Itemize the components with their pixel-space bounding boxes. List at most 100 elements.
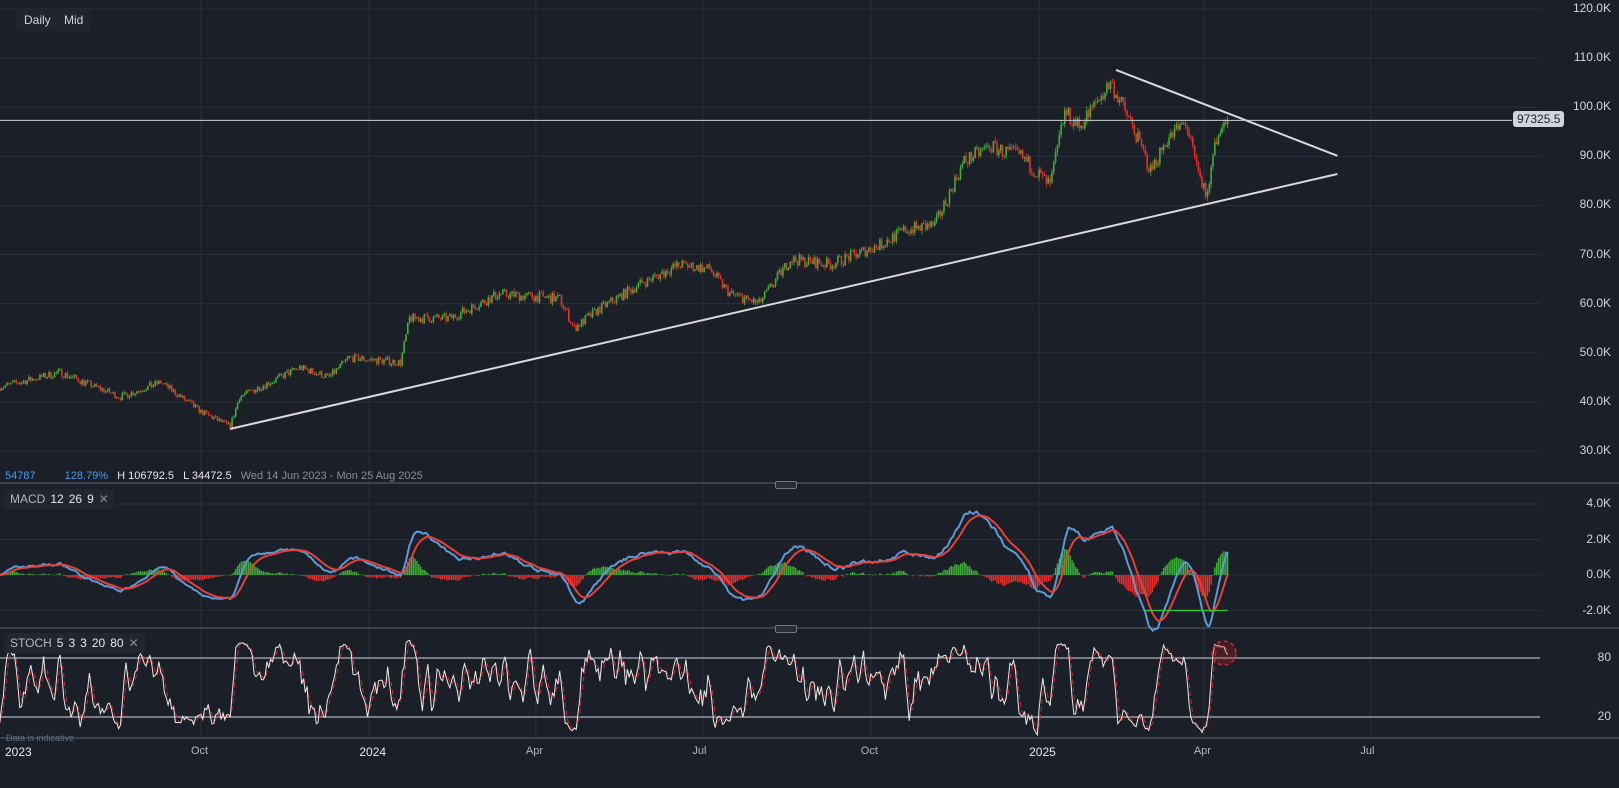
candle xyxy=(586,312,588,317)
candle xyxy=(871,248,874,253)
pane-resize-handle[interactable] xyxy=(775,625,797,633)
candle xyxy=(897,226,900,234)
candle xyxy=(921,222,923,235)
candle-body xyxy=(562,305,565,309)
macd-histogram-bar xyxy=(860,572,863,575)
macd-histogram-bar xyxy=(1124,575,1126,588)
macd-histogram-bar xyxy=(220,575,222,577)
close-icon[interactable]: ✕ xyxy=(128,636,139,650)
macd-histogram-bar xyxy=(531,575,533,578)
candle xyxy=(1091,104,1094,112)
candle-body xyxy=(906,232,909,234)
candle-body xyxy=(353,354,356,363)
macd-histogram-bar xyxy=(935,574,938,575)
macd-histogram-bar xyxy=(612,567,614,575)
macd-histogram-bar xyxy=(538,575,541,578)
interval-button[interactable]: Daily xyxy=(16,9,59,31)
candle-body xyxy=(1122,97,1125,102)
macd-histogram-bar xyxy=(114,575,116,578)
candle xyxy=(1047,175,1050,185)
macd-histogram-bar xyxy=(987,575,989,578)
candle xyxy=(985,142,987,150)
close-icon[interactable]: ✕ xyxy=(98,492,109,506)
last-price-tag: 97325.5 xyxy=(1513,111,1565,127)
candle-body xyxy=(987,145,989,147)
candle-body xyxy=(6,383,8,386)
candle xyxy=(1063,106,1066,128)
macd-histogram-bar xyxy=(687,575,689,577)
candle xyxy=(1016,144,1018,151)
candle xyxy=(851,249,854,251)
macd-histogram-bar xyxy=(518,575,521,580)
candle xyxy=(800,254,803,262)
candle-body xyxy=(913,222,916,234)
price-type-button[interactable]: Mid xyxy=(56,9,92,31)
macd-histogram-bar xyxy=(15,571,17,575)
macd-histogram-bar xyxy=(924,575,927,577)
candle-body xyxy=(749,298,751,300)
candle xyxy=(53,371,56,378)
candle xyxy=(582,317,585,327)
candle xyxy=(1098,99,1101,102)
macd-histogram-bar xyxy=(421,569,424,575)
candle xyxy=(324,372,327,378)
candle-body xyxy=(579,325,581,327)
macd-histogram-bar xyxy=(849,572,852,575)
candle xyxy=(895,228,898,244)
candle xyxy=(1100,93,1103,105)
candle xyxy=(4,384,6,389)
macd-histogram-bar xyxy=(430,575,433,578)
macd-histogram-bar xyxy=(192,575,195,581)
candle-body xyxy=(37,379,39,381)
candle-body xyxy=(1137,131,1139,143)
macd-histogram-bar xyxy=(809,575,812,577)
macd-histogram-bar xyxy=(676,573,678,575)
candle xyxy=(697,264,700,272)
candle-body xyxy=(985,145,987,148)
macd-histogram-bar xyxy=(507,575,510,577)
candle xyxy=(1215,137,1218,145)
candle xyxy=(679,266,682,270)
macd-histogram-bar xyxy=(721,575,724,584)
candle xyxy=(701,262,704,273)
macd-histogram-bar xyxy=(200,575,202,580)
candle xyxy=(17,381,19,386)
candle-body xyxy=(463,307,466,313)
candle xyxy=(348,355,351,360)
candle xyxy=(313,370,316,376)
macd-axis-label: -2.0K xyxy=(1582,602,1611,617)
candle xyxy=(372,357,374,363)
candle-body xyxy=(1206,192,1209,197)
candle xyxy=(1023,156,1026,162)
candle-body xyxy=(465,311,468,313)
candle-body xyxy=(154,381,157,386)
macd-histogram-bar xyxy=(28,573,30,575)
pane-resize-handle[interactable] xyxy=(775,481,797,489)
candle-body xyxy=(802,257,804,260)
macd-histogram-bar xyxy=(302,575,305,576)
candle xyxy=(9,382,12,386)
macd-histogram-bar xyxy=(749,575,751,577)
candle-body xyxy=(1181,123,1183,125)
candle xyxy=(436,313,438,318)
macd-histogram-bar xyxy=(818,575,821,580)
macd-histogram-bar xyxy=(968,565,971,575)
macd-histogram-bar xyxy=(339,573,341,575)
candle-body xyxy=(461,307,464,313)
candle-body xyxy=(763,291,766,299)
macd-histogram-bar xyxy=(52,575,54,576)
candle-body xyxy=(547,295,550,297)
macd-histogram-bar xyxy=(189,575,191,580)
candle-body xyxy=(1091,105,1094,107)
candle xyxy=(1031,168,1033,177)
candle xyxy=(388,355,391,366)
candle xyxy=(194,403,197,409)
candle xyxy=(28,374,30,381)
candle xyxy=(1126,109,1128,121)
candle-body xyxy=(346,357,349,360)
macd-histogram-bar xyxy=(994,575,996,581)
macd-histogram-bar xyxy=(515,575,517,578)
macd-histogram-bar xyxy=(619,568,621,575)
candle xyxy=(1214,137,1216,156)
